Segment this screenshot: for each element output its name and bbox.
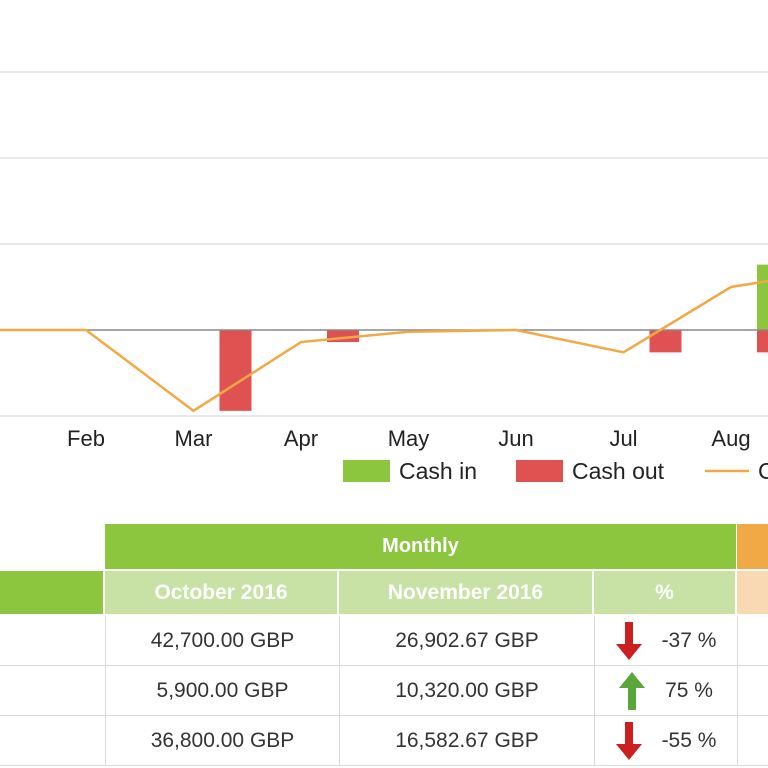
arrow-down-icon bbox=[615, 621, 642, 660]
x-tick-label: Apr bbox=[284, 426, 318, 451]
percent-value: -55 % bbox=[661, 728, 717, 752]
legend-label: C bbox=[758, 458, 768, 484]
column-header-november-label: November 2016 bbox=[387, 580, 544, 604]
november-value-text: 26,902.67 GBP bbox=[395, 628, 539, 652]
arrow-up-icon bbox=[619, 671, 646, 710]
november-value: 26,902.67 GBP bbox=[339, 616, 594, 665]
next-group-header bbox=[737, 524, 768, 569]
row-label-header bbox=[0, 571, 103, 614]
cash-out-bar bbox=[649, 330, 682, 353]
october-value: 42,700.00 GBP bbox=[105, 616, 339, 665]
october-value-text: 42,700.00 GBP bbox=[150, 628, 295, 652]
next-group-cell bbox=[737, 666, 768, 715]
october-value-text: 36,800.00 GBP bbox=[150, 728, 295, 752]
x-tick-label: Jun bbox=[498, 426, 533, 451]
monthly-summary-table: Monthly October 2016 November 2016 % 42,… bbox=[0, 524, 768, 768]
november-value-text: 16,582.67 GBP bbox=[395, 728, 539, 752]
table-row: 36,800.00 GBP 16,582.67 GBP -55 % bbox=[0, 716, 768, 766]
legend-label: Cash out bbox=[572, 458, 665, 484]
column-header-october: October 2016 bbox=[105, 571, 337, 614]
monthly-header: Monthly bbox=[105, 524, 736, 569]
november-value: 16,582.67 GBP bbox=[339, 716, 594, 765]
percent-value: 75 % bbox=[665, 678, 713, 702]
x-tick-label: Mar bbox=[175, 426, 213, 451]
x-tick-label: Jul bbox=[609, 426, 637, 451]
next-group-cell bbox=[737, 716, 768, 765]
column-header-percent: % bbox=[594, 571, 735, 614]
x-tick-label: May bbox=[388, 426, 430, 451]
percent-cell: 75 % bbox=[594, 666, 737, 715]
cash-in-bar bbox=[757, 264, 768, 330]
x-tick-label: Aug bbox=[711, 426, 750, 451]
legend-swatch bbox=[343, 460, 390, 482]
row-label-cell bbox=[0, 716, 105, 765]
monthly-header-label: Monthly bbox=[382, 535, 459, 557]
percent-cell: -37 % bbox=[594, 616, 737, 665]
legend-swatch bbox=[516, 460, 563, 482]
table-row: 42,700.00 GBP 26,902.67 GBP -37 % bbox=[0, 616, 768, 666]
november-value-text: 10,320.00 GBP bbox=[395, 678, 539, 702]
november-value: 10,320.00 GBP bbox=[339, 666, 594, 715]
october-value-text: 5,900.00 GBP bbox=[156, 678, 289, 702]
row-label-cell bbox=[0, 666, 105, 715]
x-tick-label: Feb bbox=[67, 426, 105, 451]
cash-out-bar bbox=[757, 330, 768, 353]
column-header-november: November 2016 bbox=[339, 571, 592, 614]
percent-value: -37 % bbox=[661, 628, 717, 652]
legend-label: Cash in bbox=[399, 458, 477, 484]
october-value: 5,900.00 GBP bbox=[105, 666, 339, 715]
row-label-cell bbox=[0, 616, 105, 665]
column-header-percent-label: % bbox=[655, 580, 674, 604]
percent-cell: -55 % bbox=[594, 716, 737, 765]
table-row: 5,900.00 GBP 10,320.00 GBP 75 % bbox=[0, 666, 768, 716]
next-group-subheader bbox=[737, 571, 768, 614]
column-header-october-label: October 2016 bbox=[154, 580, 288, 604]
next-group-cell bbox=[737, 616, 768, 665]
arrow-down-icon bbox=[615, 721, 642, 760]
cash-out-bar bbox=[219, 330, 252, 411]
october-value: 36,800.00 GBP bbox=[105, 716, 339, 765]
cumulative-line bbox=[0, 279, 768, 413]
